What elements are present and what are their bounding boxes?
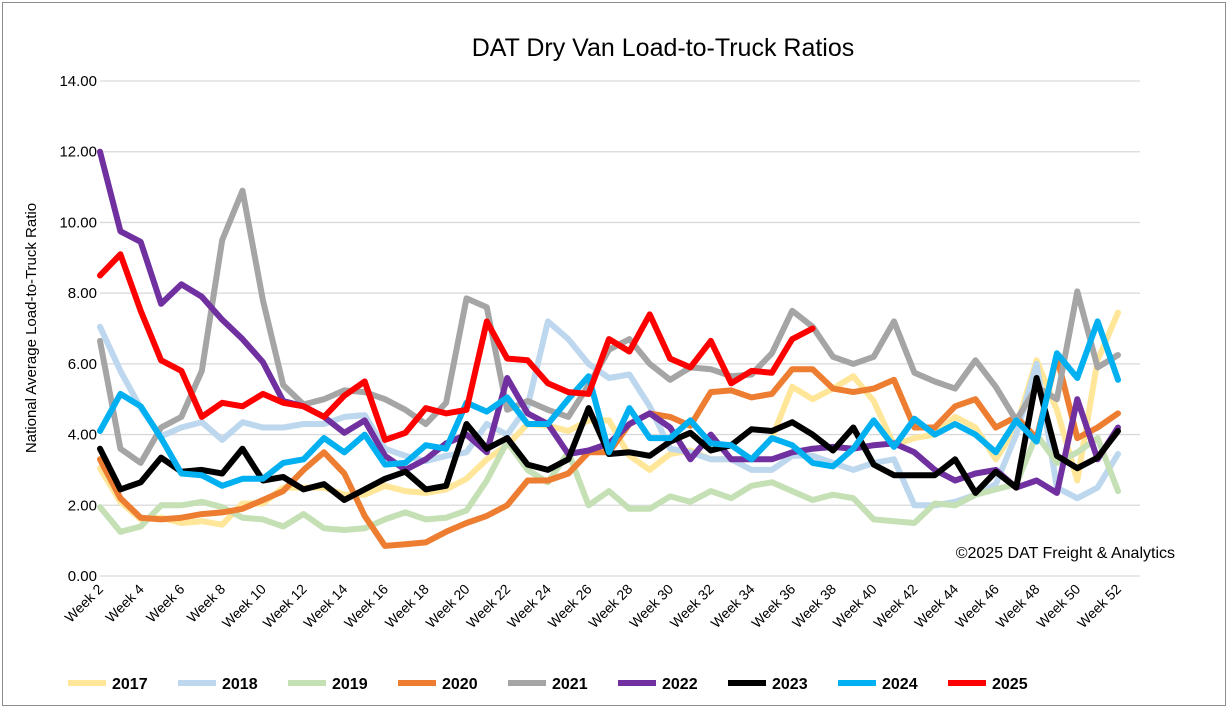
copyright-annotation: ©2025 DAT Freight & Analytics: [956, 545, 1175, 562]
legend-label-2022: 2022: [662, 676, 698, 693]
y-tick-label: 4.00: [68, 427, 97, 444]
x-tick-label: Week 20: [422, 581, 472, 631]
legend-label-2018: 2018: [222, 676, 258, 693]
series-line-2021: [97, 187, 1121, 466]
x-tick-label: Week 50: [1033, 581, 1083, 631]
x-tick-label: Week 52: [1074, 581, 1124, 631]
series-line-2024: [97, 318, 1121, 489]
legend: 2017 2018 2019 2020 2021 2022 2023 2024 2025: [68, 676, 1028, 693]
x-tick-label: Week 26: [545, 581, 595, 631]
x-tick-label: Week 24: [504, 581, 554, 631]
legend-label-2025: 2025: [992, 676, 1028, 693]
series-line-2025: [97, 251, 816, 443]
legend-label-2024: 2024: [882, 676, 918, 693]
x-tick-label: Week 10: [219, 581, 269, 631]
x-tick-label: Week 22: [463, 581, 513, 631]
y-tick-label: 14.00: [59, 73, 97, 90]
y-tick-label: 2.00: [68, 497, 97, 514]
x-tick-label: Week 4: [102, 581, 147, 626]
chart-title: DAT Dry Van Load-to-Truck Ratios: [472, 34, 855, 62]
y-tick-label: 12.00: [59, 144, 97, 161]
x-tick-label: Week 42: [870, 581, 920, 631]
y-tick-label: 8.00: [68, 285, 97, 302]
x-tick-label: Week 14: [300, 581, 350, 631]
legend-label-2017: 2017: [112, 676, 148, 693]
y-axis-label: National Average Load-to-Truck Ratio: [23, 203, 40, 453]
y-tick-label: 0.00: [68, 568, 97, 585]
series-lines: [97, 148, 1121, 549]
y-tick-label: 6.00: [68, 356, 97, 373]
legend-label-2023: 2023: [772, 676, 808, 693]
y-tick-labels: 0.00 2.00 4.00 6.00 8.00 10.00 12.00 14.00: [59, 73, 97, 585]
x-tick-label: Week 48: [992, 581, 1042, 631]
gridlines: [100, 80, 1140, 577]
x-tick-label: Week 28: [585, 581, 635, 631]
y-tick-label: 10.00: [59, 214, 97, 231]
x-tick-label: Week 6: [143, 581, 188, 626]
x-tick-label: Week 2: [61, 581, 106, 626]
x-tick-label: Week 46: [952, 581, 1002, 631]
legend-label-2021: 2021: [552, 676, 588, 693]
x-tick-label: Week 30: [626, 581, 676, 631]
x-tick-label: Week 12: [260, 581, 310, 631]
x-tick-label: Week 16: [341, 581, 391, 631]
x-tick-label: Week 38: [789, 581, 839, 631]
x-tick-label: Week 40: [830, 581, 880, 631]
legend-label-2020: 2020: [442, 676, 478, 693]
series-line-2019: [97, 431, 1121, 535]
x-tick-label: Week 18: [382, 581, 432, 631]
x-tick-label: Week 36: [748, 581, 798, 631]
x-tick-label: Week 44: [911, 581, 961, 631]
x-tick-label: Week 34: [707, 581, 757, 631]
legend-label-2019: 2019: [332, 676, 368, 693]
x-tick-label: Week 32: [667, 581, 717, 631]
